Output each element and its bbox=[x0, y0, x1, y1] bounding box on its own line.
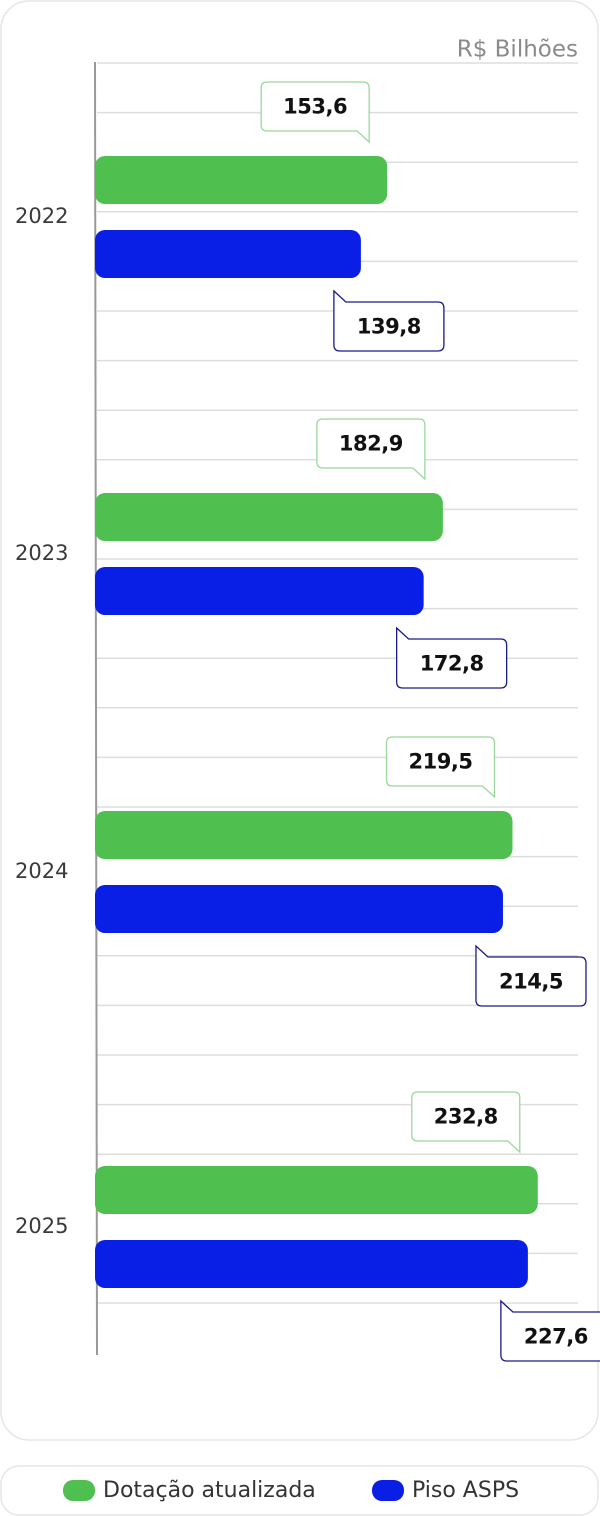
value-label: 172,8 bbox=[420, 652, 484, 676]
bar bbox=[95, 493, 443, 541]
value-callout bbox=[260, 81, 370, 144]
category-label: 2022 bbox=[15, 204, 68, 228]
value-callout bbox=[411, 1091, 521, 1154]
bar bbox=[95, 230, 361, 278]
value-label: 182,9 bbox=[339, 432, 403, 456]
axis-line bbox=[94, 61, 98, 1356]
value-label: 219,5 bbox=[409, 750, 473, 774]
category-label: 2025 bbox=[15, 1214, 68, 1238]
value-label: 227,6 bbox=[524, 1325, 588, 1349]
value-callout bbox=[316, 418, 426, 481]
bar bbox=[95, 156, 388, 204]
legend-box bbox=[0, 1465, 599, 1516]
chart-card bbox=[0, 0, 599, 1441]
value-callout bbox=[500, 1299, 600, 1362]
bar bbox=[95, 811, 513, 859]
value-label: 232,8 bbox=[434, 1105, 498, 1129]
bar bbox=[95, 1240, 528, 1288]
value-callout bbox=[396, 626, 508, 689]
category-label: 2024 bbox=[15, 859, 68, 883]
unit-label: R$ Bilhões bbox=[457, 37, 578, 63]
value-callout bbox=[475, 944, 587, 1007]
legend-swatch bbox=[63, 1480, 95, 1501]
bar bbox=[95, 567, 424, 615]
category-label: 2023 bbox=[15, 541, 68, 565]
value-callout bbox=[385, 736, 496, 799]
value-label: 139,8 bbox=[357, 315, 421, 339]
value-label: 153,6 bbox=[283, 95, 347, 119]
legend-swatch bbox=[372, 1480, 404, 1501]
legend-label: Dotação atualizada bbox=[103, 1478, 316, 1503]
bar bbox=[95, 885, 503, 933]
value-callout bbox=[333, 289, 445, 352]
value-label: 214,5 bbox=[499, 970, 563, 994]
legend-label: Piso ASPS bbox=[412, 1478, 519, 1503]
bar bbox=[95, 1166, 538, 1214]
